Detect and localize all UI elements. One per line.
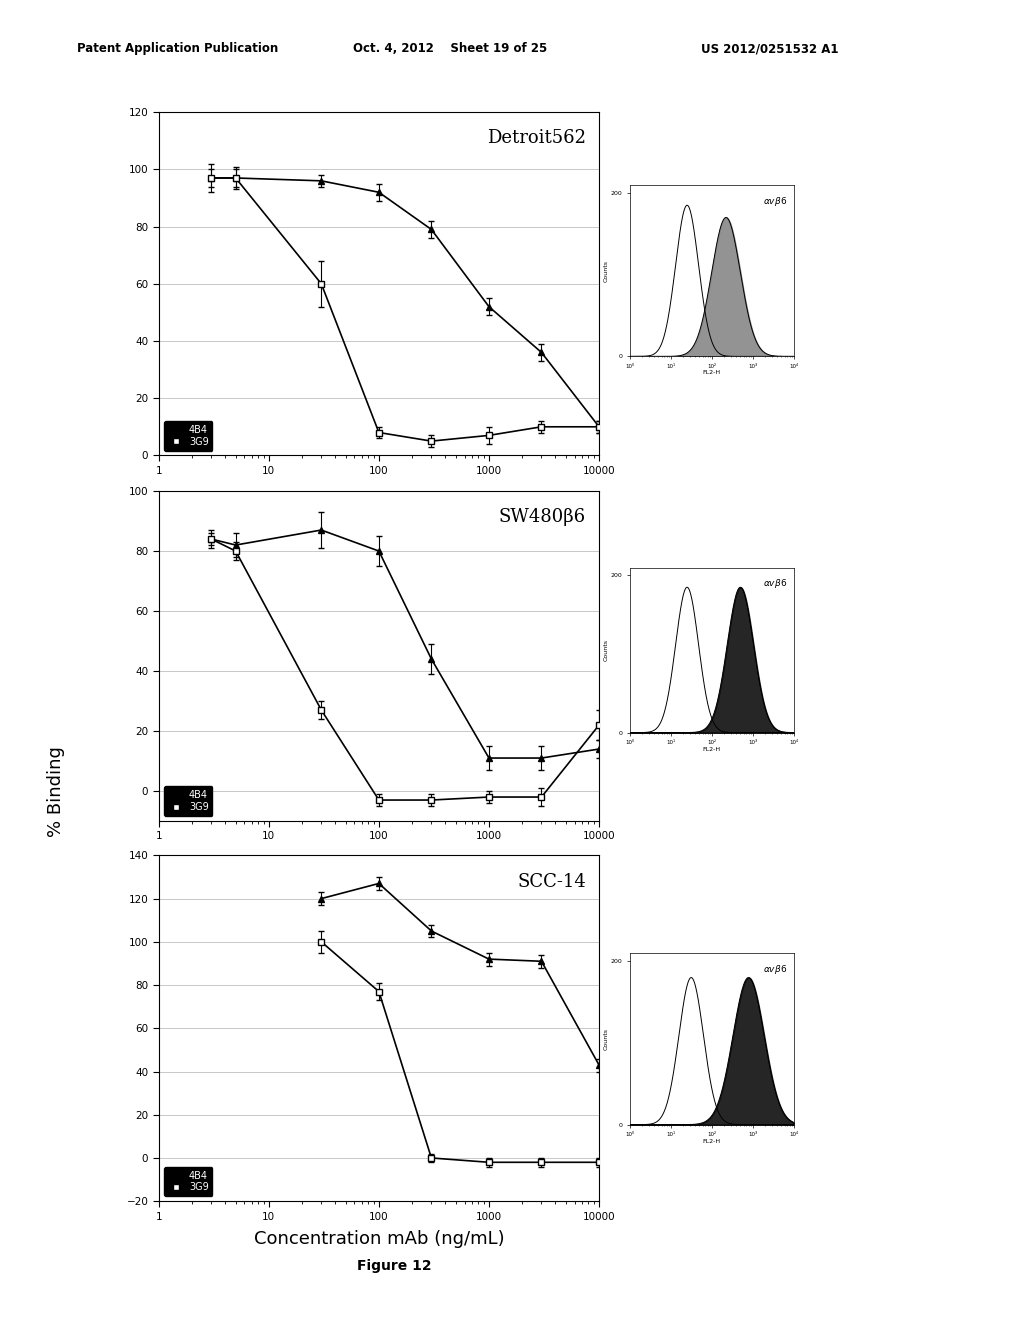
Text: $\alpha v\beta 6$: $\alpha v\beta 6$ <box>763 195 787 209</box>
Y-axis label: Counts: Counts <box>604 260 609 281</box>
Text: Detroit562: Detroit562 <box>486 129 586 148</box>
X-axis label: FL2-H: FL2-H <box>702 1139 721 1143</box>
Y-axis label: Counts: Counts <box>604 1028 609 1049</box>
Legend: 4B4, 3G9: 4B4, 3G9 <box>164 787 213 816</box>
Legend: 4B4, 3G9: 4B4, 3G9 <box>164 421 213 450</box>
Text: Patent Application Publication: Patent Application Publication <box>77 42 279 55</box>
X-axis label: FL2-H: FL2-H <box>702 747 721 751</box>
X-axis label: FL2-H: FL2-H <box>702 371 721 375</box>
Text: $\alpha v\beta 6$: $\alpha v\beta 6$ <box>763 964 787 977</box>
Y-axis label: Counts: Counts <box>604 639 609 661</box>
Text: $\alpha v\beta 6$: $\alpha v\beta 6$ <box>763 577 787 590</box>
Text: SW480β6: SW480β6 <box>499 507 586 525</box>
Legend: 4B4, 3G9: 4B4, 3G9 <box>164 1167 213 1196</box>
Text: SCC-14: SCC-14 <box>517 873 586 891</box>
Text: Figure 12: Figure 12 <box>357 1259 431 1272</box>
X-axis label: Concentration mAb (ng/mL): Concentration mAb (ng/mL) <box>254 1230 504 1247</box>
Text: % Binding: % Binding <box>47 747 66 837</box>
Text: Oct. 4, 2012    Sheet 19 of 25: Oct. 4, 2012 Sheet 19 of 25 <box>353 42 548 55</box>
Text: US 2012/0251532 A1: US 2012/0251532 A1 <box>701 42 839 55</box>
